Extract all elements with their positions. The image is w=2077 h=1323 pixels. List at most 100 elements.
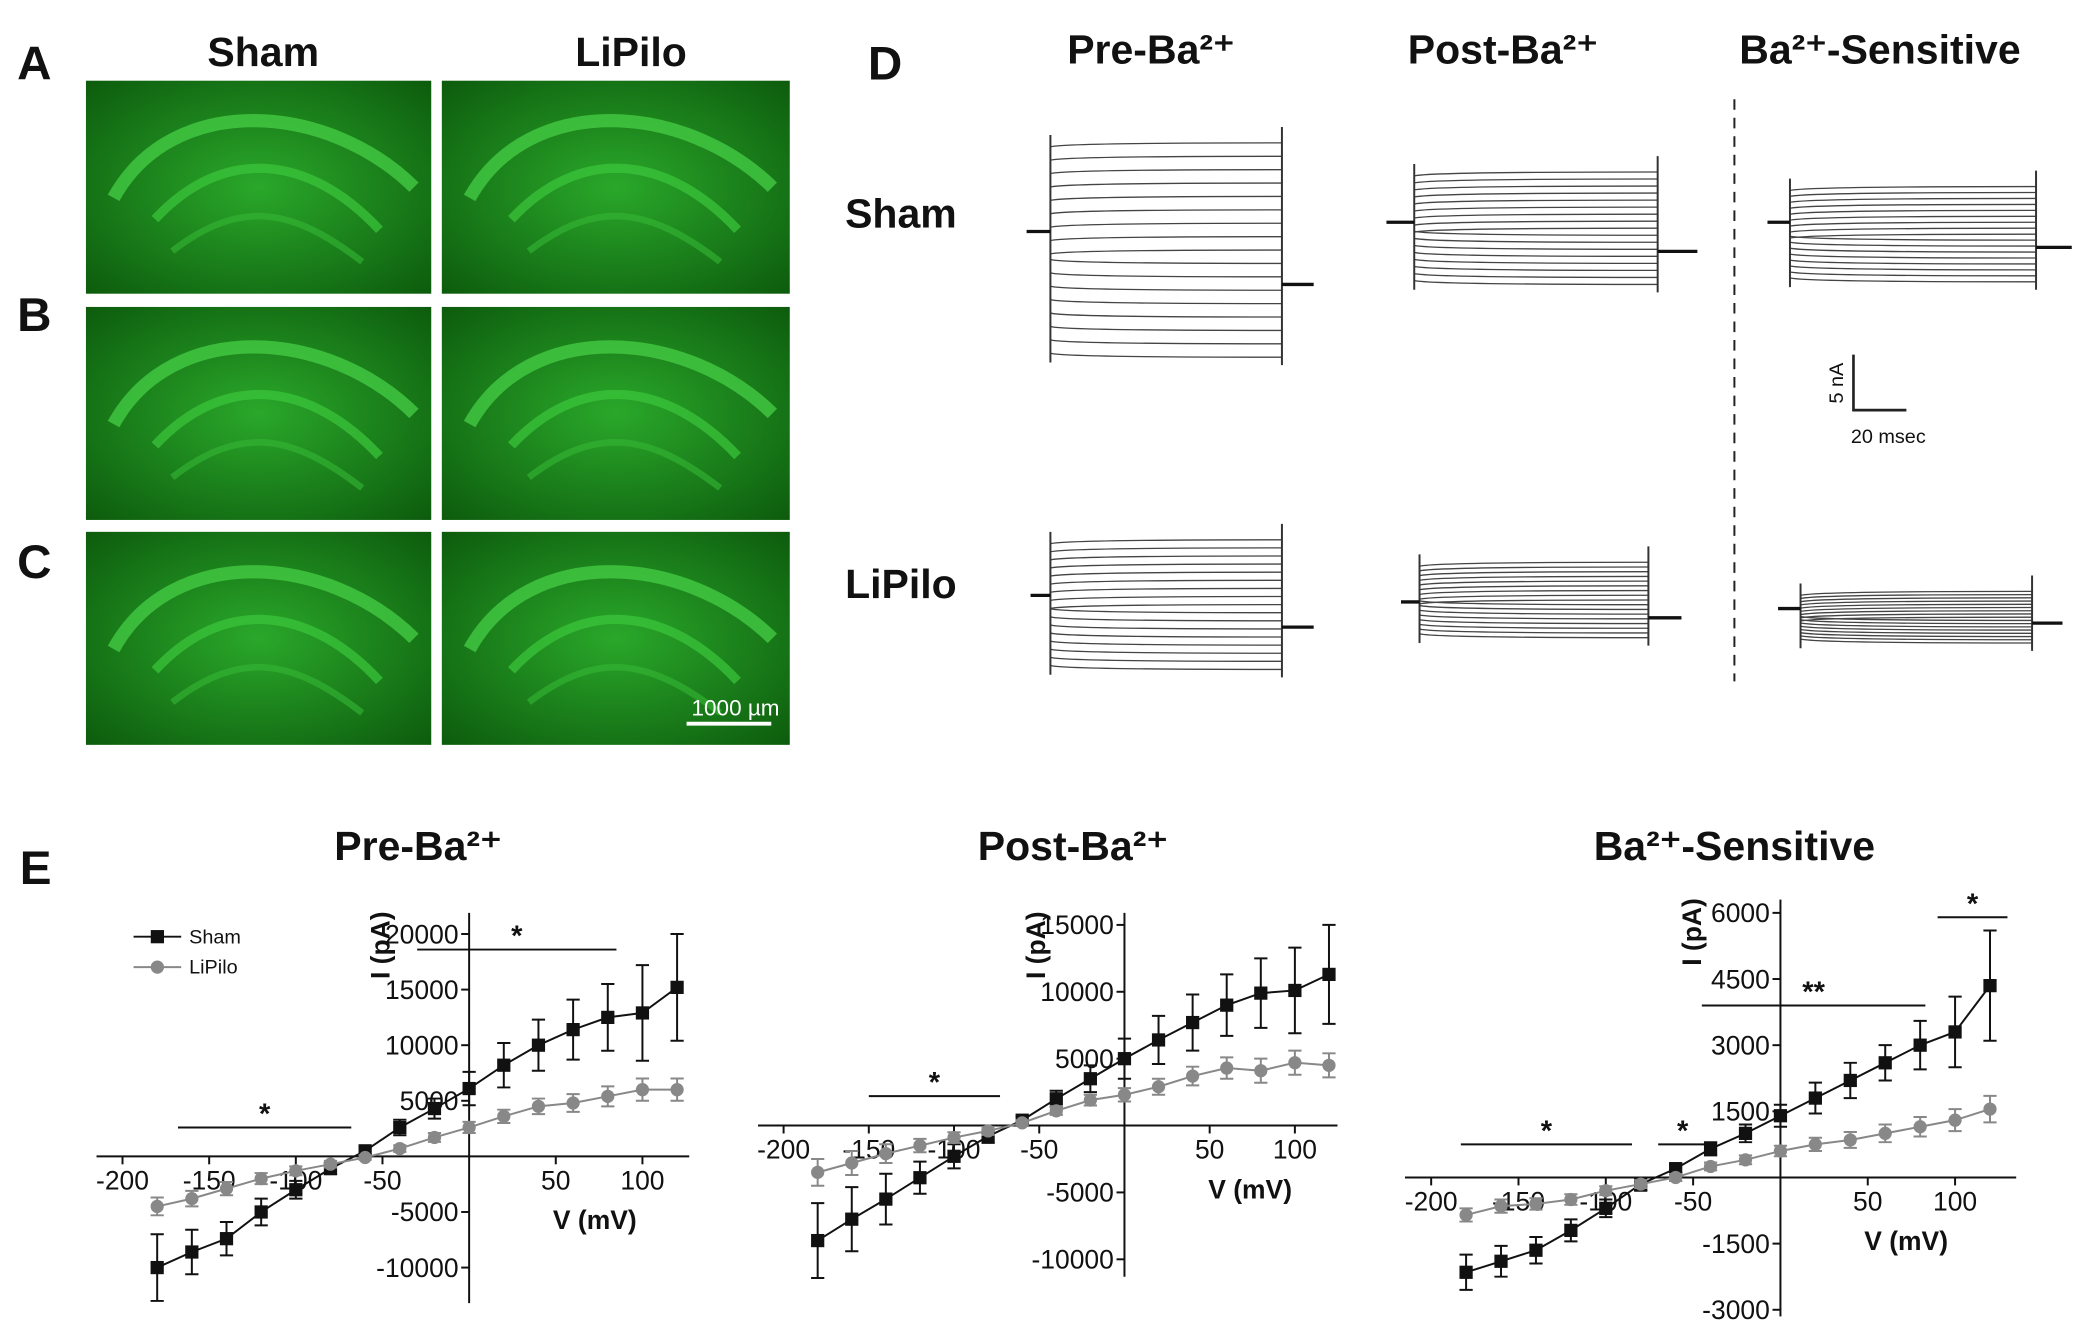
trace	[1419, 600, 1649, 606]
micrograph	[85, 306, 432, 520]
y-tick-label: 15000	[1040, 910, 1114, 940]
trace	[1419, 575, 1649, 582]
marker	[1564, 1192, 1578, 1207]
trace	[1419, 599, 1649, 605]
trace	[1050, 249, 1282, 255]
x-tick-label: 100	[620, 1165, 664, 1195]
marker	[1913, 1038, 1927, 1052]
significance-label: *	[1677, 1115, 1689, 1147]
micrograph	[85, 531, 432, 745]
y-tick-label: -1500	[1702, 1229, 1770, 1259]
x-tick-label: 100	[1933, 1187, 1977, 1217]
marker	[601, 1089, 615, 1103]
trace	[1789, 265, 2037, 271]
trace	[1789, 277, 2037, 283]
marker	[1049, 1092, 1063, 1106]
trace	[1050, 258, 1282, 265]
trace	[1050, 169, 1282, 175]
trace	[1050, 640, 1282, 646]
marker	[393, 1141, 407, 1156]
marker	[811, 1233, 825, 1248]
trace	[1414, 185, 1658, 191]
x-axis-label: V (mV)	[1864, 1226, 1948, 1256]
trace	[1050, 352, 1282, 358]
marker	[1288, 1056, 1302, 1070]
trace	[1414, 251, 1658, 257]
y-tick-label: 10000	[1040, 977, 1114, 1007]
tissue-layer	[463, 565, 778, 653]
marker	[1948, 1025, 1962, 1039]
tissue-layer	[463, 114, 778, 202]
trace	[1789, 227, 2037, 233]
tissue-layer	[508, 614, 741, 685]
trace	[1419, 571, 1649, 577]
trace	[1789, 209, 2037, 215]
marker	[1459, 1208, 1473, 1222]
column-header: Pre-Ba²⁺	[1067, 27, 1234, 73]
y-axis-label: I (pA)	[366, 911, 396, 979]
trace	[1050, 603, 1282, 610]
trace	[1800, 606, 2033, 613]
series-line	[156, 1088, 678, 1208]
y-tick-label: -5000	[391, 1197, 459, 1227]
marker	[254, 1172, 268, 1186]
trace	[1789, 241, 2037, 247]
marker	[462, 1120, 476, 1135]
tissue-layer	[107, 340, 419, 428]
trace	[1800, 600, 2033, 606]
trace	[1050, 142, 1282, 148]
marker	[913, 1171, 927, 1185]
panel-letter: D	[868, 37, 902, 90]
marker	[219, 1182, 234, 1196]
trace	[1800, 625, 2033, 631]
marker	[670, 1083, 684, 1097]
marker	[150, 1199, 164, 1214]
trace	[1050, 235, 1282, 242]
marker	[254, 1205, 268, 1219]
trace	[1414, 258, 1658, 265]
marker	[1254, 986, 1268, 1000]
x-axis-label: V (mV)	[553, 1205, 637, 1235]
marker	[845, 1212, 859, 1226]
marker	[427, 1130, 442, 1145]
tissue-layer	[508, 163, 741, 233]
trace	[1789, 197, 2037, 204]
legend-label: Sham	[189, 926, 241, 948]
trace	[1050, 209, 1282, 215]
scale-bar-label: 1000 µm	[692, 696, 780, 721]
trace	[1800, 610, 2033, 616]
trace	[1050, 648, 1282, 654]
trace	[1419, 589, 1649, 596]
trace	[1050, 632, 1282, 638]
trace	[1800, 619, 2033, 625]
trace	[1050, 616, 1282, 622]
x-tick-label: 100	[1273, 1135, 1317, 1165]
trace	[1414, 178, 1658, 184]
trace	[1800, 628, 2033, 634]
marker	[1983, 1102, 1997, 1116]
trace	[1050, 571, 1282, 577]
chart-title: Ba²⁺-Sensitive	[1594, 823, 1875, 869]
trace	[1800, 615, 2033, 622]
trace	[1419, 628, 1649, 634]
trace	[1789, 215, 2037, 221]
trace	[1800, 631, 2033, 638]
scale-current: 5 nA	[1826, 362, 1848, 404]
panel-letter: E	[20, 842, 52, 895]
y-tick-label: -5000	[1046, 1178, 1114, 1208]
marker	[1634, 1177, 1648, 1191]
tissue-layer	[151, 163, 383, 233]
marker	[219, 1232, 234, 1246]
marker	[879, 1147, 893, 1161]
marker	[497, 1058, 511, 1072]
trace	[1789, 259, 2037, 265]
trace	[1800, 638, 2033, 644]
trace	[1419, 585, 1649, 591]
x-tick-label: -50	[1020, 1135, 1058, 1165]
panel-letter: C	[17, 536, 51, 589]
legend-label: LiPilo	[189, 957, 238, 979]
trace	[1789, 233, 2037, 239]
marker	[947, 1149, 961, 1163]
trace	[1789, 253, 2037, 259]
tissue-layer	[107, 565, 419, 653]
